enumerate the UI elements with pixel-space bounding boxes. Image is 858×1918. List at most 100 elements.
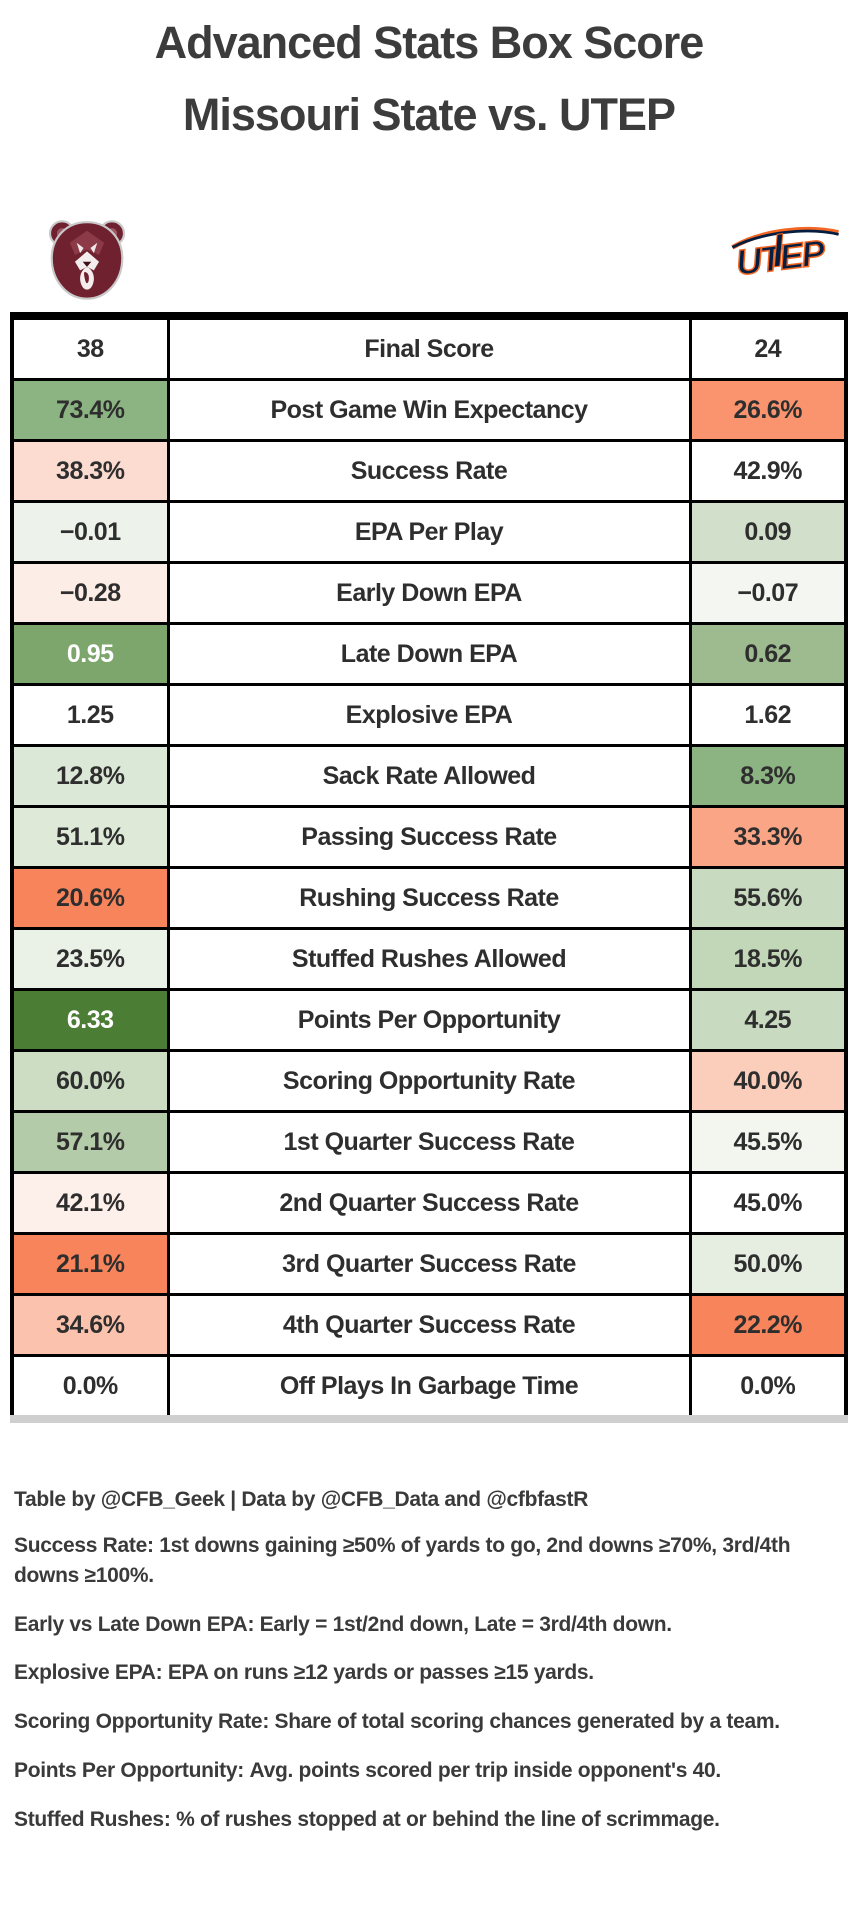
stats-table-body: 38 Final Score 24 73.4% Post Game Win Expect… <box>10 314 848 1421</box>
definition-note: Success Rate1st downs gaining ≥50% of ya… <box>14 1531 826 1591</box>
stat-label: Stuffed Rushes Allowed <box>166 927 692 991</box>
home-team-value: 60.0% <box>10 1049 170 1113</box>
definition-text: % of rushes stopped at or behind the lin… <box>176 1807 720 1831</box>
stat-label: Off Plays In Garbage Time <box>166 1354 692 1421</box>
team-logos-row: UTEP <box>0 212 858 312</box>
table-row: 60.0% Scoring Opportunity Rate 40.0% <box>10 1049 848 1113</box>
away-team-value: 42.9% <box>688 439 848 503</box>
home-team-value: 0.95 <box>10 622 170 686</box>
away-team-value: 40.0% <box>688 1049 848 1113</box>
stat-label: EPA Per Play <box>166 500 692 564</box>
away-team-value: 4.25 <box>688 988 848 1052</box>
away-team-value: −0.07 <box>688 561 848 625</box>
definition-note: Explosive EPAEPA on runs ≥12 yards or pa… <box>14 1658 826 1688</box>
away-team-value: 45.5% <box>688 1110 848 1174</box>
table-row: 0.95 Late Down EPA 0.62 <box>10 622 848 686</box>
away-team-value: 18.5% <box>688 927 848 991</box>
stat-label: Points Per Opportunity <box>166 988 692 1052</box>
home-team-value: 51.1% <box>10 805 170 869</box>
stat-label: Late Down EPA <box>166 622 692 686</box>
title-line-2: Missouri State vs. UTEP <box>182 89 676 140</box>
stat-label: Success Rate <box>166 439 692 503</box>
definition-text: EPA on runs ≥12 yards or passes ≥15 yard… <box>167 1661 594 1685</box>
definition-term: Early vs Late Down EPA <box>14 1613 260 1636</box>
advanced-stats-table: 38 Final Score 24 73.4% Post Game Win Expect… <box>10 312 848 1423</box>
away-team-value: 55.6% <box>688 866 848 930</box>
footer-notes: Table by @CFB_Geek | Data by @CFB_Data a… <box>14 1488 826 1835</box>
title-line-1: Advanced Stats Box Score <box>154 17 705 68</box>
definition-note: Points Per OpportunityAvg. points scored… <box>14 1756 826 1786</box>
home-team-value: 20.6% <box>10 866 170 930</box>
home-team-value: −0.01 <box>10 500 170 564</box>
away-team-value: 22.2% <box>688 1293 848 1357</box>
away-team-value: 8.3% <box>688 744 848 808</box>
table-row: 57.1% 1st Quarter Success Rate 45.5% <box>10 1110 848 1174</box>
stat-label: 4th Quarter Success Rate <box>166 1293 692 1357</box>
home-team-value: 34.6% <box>10 1293 170 1357</box>
stat-label: 2nd Quarter Success Rate <box>166 1171 692 1235</box>
away-team-value: 0.09 <box>688 500 848 564</box>
home-team-value: 21.1% <box>10 1232 170 1296</box>
home-team-value: 38.3% <box>10 439 170 503</box>
stat-label: Final Score <box>166 314 692 381</box>
definition-text: Early = 1st/2nd down, Late = 3rd/4th dow… <box>259 1612 672 1636</box>
definition-term: Explosive EPA <box>14 1661 168 1684</box>
definition-term: Scoring Opportunity Rate <box>14 1710 275 1733</box>
home-team-value: 12.8% <box>10 744 170 808</box>
table-row: −0.28 Early Down EPA −0.07 <box>10 561 848 625</box>
away-team-value: 0.62 <box>688 622 848 686</box>
stat-label: 1st Quarter Success Rate <box>166 1110 692 1174</box>
definition-text: Share of total scoring chances generated… <box>274 1710 781 1734</box>
stat-label: Early Down EPA <box>166 561 692 625</box>
away-team-value: 45.0% <box>688 1171 848 1235</box>
home-team-value: 23.5% <box>10 927 170 991</box>
away-team-value: 33.3% <box>688 805 848 869</box>
home-team-value: 6.33 <box>10 988 170 1052</box>
table-row: 12.8% Sack Rate Allowed 8.3% <box>10 744 848 808</box>
table-row: 0.0% Off Plays In Garbage Time 0.0% <box>10 1354 848 1421</box>
away-team-value: 1.62 <box>688 683 848 747</box>
table-row: 73.4% Post Game Win Expectancy 26.6% <box>10 378 848 442</box>
definition-text: Avg. points scored per trip inside oppon… <box>249 1759 721 1783</box>
stat-label: Sack Rate Allowed <box>166 744 692 808</box>
table-row: 6.33 Points Per Opportunity 4.25 <box>10 988 848 1052</box>
away-team-value: 26.6% <box>688 378 848 442</box>
definition-term: Points Per Opportunity <box>14 1759 249 1782</box>
table-row: 20.6% Rushing Success Rate 55.6% <box>10 866 848 930</box>
table-row: 51.1% Passing Success Rate 33.3% <box>10 805 848 869</box>
definition-term: Stuffed Rushes <box>14 1808 176 1831</box>
home-team-value: 1.25 <box>10 683 170 747</box>
table-row: 23.5% Stuffed Rushes Allowed 18.5% <box>10 927 848 991</box>
definition-note: Early vs Late Down EPAEarly = 1st/2nd do… <box>14 1610 826 1640</box>
away-team-value: 0.0% <box>688 1354 848 1421</box>
table-row: −0.01 EPA Per Play 0.09 <box>10 500 848 564</box>
stat-label: Rushing Success Rate <box>166 866 692 930</box>
page-title: Advanced Stats Box Score Missouri State … <box>0 20 858 137</box>
table-row: 38.3% Success Rate 42.9% <box>10 439 848 503</box>
credit-line: Table by @CFB_Geek | Data by @CFB_Data a… <box>14 1488 589 1511</box>
home-team-value: 42.1% <box>10 1171 170 1235</box>
away-team-value: 50.0% <box>688 1232 848 1296</box>
stat-label: 3rd Quarter Success Rate <box>166 1232 692 1296</box>
table-row: 1.25 Explosive EPA 1.62 <box>10 683 848 747</box>
home-team-value: 57.1% <box>10 1110 170 1174</box>
stat-label: Scoring Opportunity Rate <box>166 1049 692 1113</box>
stat-label: Passing Success Rate <box>166 805 692 869</box>
definition-note: Stuffed Rushes% of rushes stopped at or … <box>14 1805 826 1835</box>
definitions-list: Success Rate1st downs gaining ≥50% of ya… <box>14 1531 826 1835</box>
missouri-state-bear-logo <box>48 220 126 300</box>
definition-note: Scoring Opportunity RateShare of total s… <box>14 1707 826 1737</box>
stat-label: Explosive EPA <box>166 683 692 747</box>
definition-text: 1st downs gaining ≥50% of yards to go, 2… <box>14 1534 791 1587</box>
home-team-value: 38 <box>10 314 170 381</box>
table-row: 21.1% 3rd Quarter Success Rate 50.0% <box>10 1232 848 1296</box>
stat-label: Post Game Win Expectancy <box>166 378 692 442</box>
away-team-value: 24 <box>688 314 848 381</box>
table-row: 34.6% 4th Quarter Success Rate 22.2% <box>10 1293 848 1357</box>
table-row: 42.1% 2nd Quarter Success Rate 45.0% <box>10 1171 848 1235</box>
utep-miners-logo: UTEP <box>731 226 839 284</box>
table-row: 38 Final Score 24 <box>10 314 848 381</box>
home-team-value: −0.28 <box>10 561 170 625</box>
home-team-value: 73.4% <box>10 378 170 442</box>
home-team-value: 0.0% <box>10 1354 170 1421</box>
